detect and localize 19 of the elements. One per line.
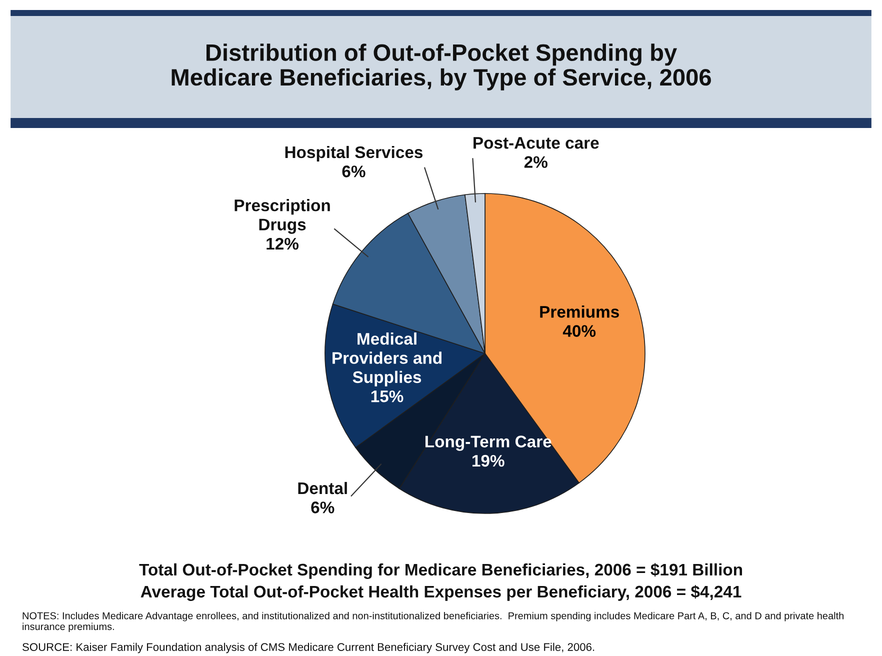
data-label: 15% <box>371 390 404 402</box>
chart-title: Distribution of Out-of-Pocket Spending by Medicare Beneficiaries, by Type of Service, 2006 <box>172 44 711 90</box>
data-label: 12% <box>266 238 299 250</box>
slice-label: Long-Term Care <box>425 436 552 451</box>
data-label: 6% <box>342 166 366 178</box>
slice-label: Dental <box>298 482 347 494</box>
text: Total Out-of-Pocket Spending for Medicare Beneficiaries, 2006 = $191 Billion <box>139 563 742 579</box>
text: Average Total Out-of-Pocket Health Expenses per Beneficiary, 2006 = $4,241 <box>140 585 742 601</box>
data-label: 6% <box>311 502 334 514</box>
text: NOTES: Includes Medicare Advantage enrollees, and institutionalized and non-institutionalized beneficiaries. Premium spending includes Medicare Part A, B, C, and D and private health insurance premiums. <box>22 612 844 632</box>
data-label: 2% <box>524 156 548 168</box>
slice-label: Post-Acute care <box>474 137 599 149</box>
slice-label: Prescription Drugs <box>234 199 330 234</box>
data-label: 40% <box>562 325 596 337</box>
source-note: SOURCE: Kaiser Family Foundation analysis of CMS Medicare Current Beneficiary Survey Cost and Use File, 2006. <box>22 642 594 654</box>
slice-label: Hospital Services <box>285 146 423 162</box>
slice-label: Medical Providers and Supplies <box>332 332 442 386</box>
slice-label: Premiums <box>540 305 619 318</box>
data-label: 19% <box>472 454 504 467</box>
